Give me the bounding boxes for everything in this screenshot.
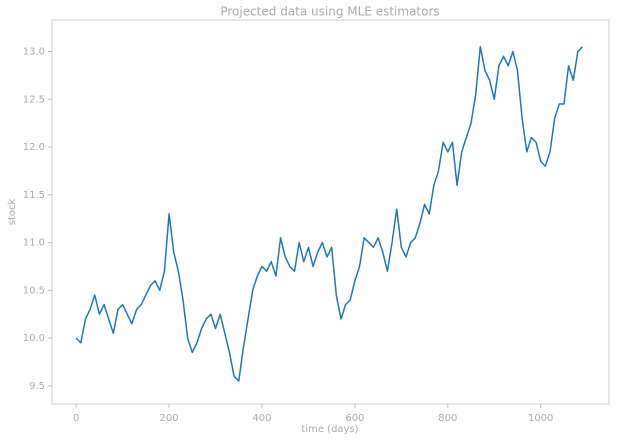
y-tick-label: 12.0 xyxy=(23,142,45,153)
plot-frame xyxy=(51,19,610,405)
x-tick-label: 400 xyxy=(252,413,271,424)
y-tick-label: 10.5 xyxy=(23,285,45,296)
x-axis-label: time (days) xyxy=(301,424,358,435)
x-tick-label: 200 xyxy=(160,413,179,424)
data-line xyxy=(75,46,584,382)
x-tick-label: 600 xyxy=(345,413,364,424)
y-axis-label: stock xyxy=(7,199,18,226)
y-tick-label: 12.5 xyxy=(23,94,45,105)
y-tick-label: 13.0 xyxy=(23,47,45,58)
x-tick-label: 1000 xyxy=(528,413,553,424)
y-tick-label: 11.0 xyxy=(23,238,45,249)
y-tick-label: 11.5 xyxy=(23,190,45,201)
y-tick-label: 9.5 xyxy=(29,381,45,392)
x-tick-label: 0 xyxy=(73,413,79,424)
y-tick-label: 10.0 xyxy=(23,333,45,344)
x-tick-label: 800 xyxy=(438,413,457,424)
chart-title: Projected data using MLE estimators xyxy=(220,5,439,19)
